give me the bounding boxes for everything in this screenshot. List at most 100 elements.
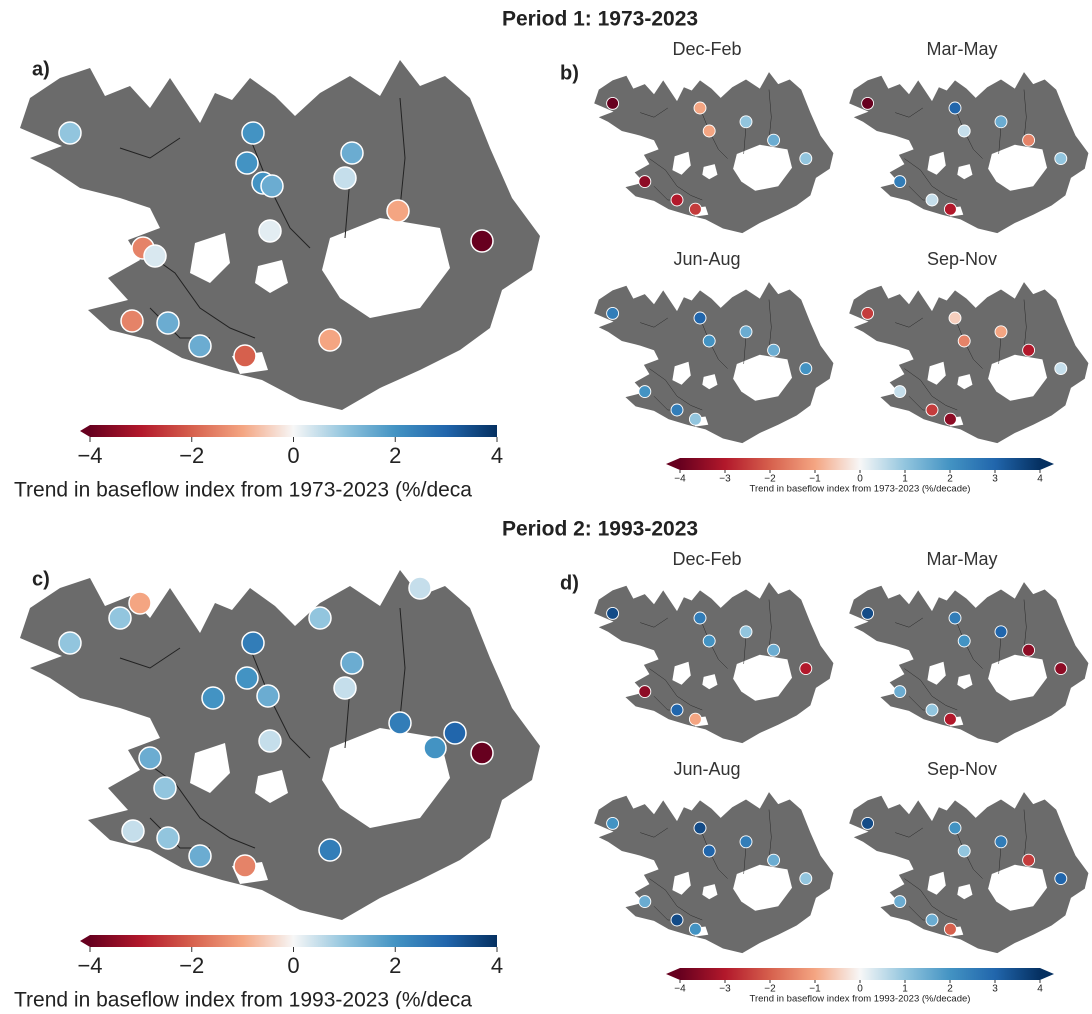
colorbar-tick-label: 4 bbox=[1037, 984, 1043, 995]
colorbar-tick-label: −1 bbox=[809, 474, 821, 485]
map-outline bbox=[848, 281, 1089, 444]
station bbox=[948, 101, 962, 115]
station bbox=[739, 325, 753, 339]
station bbox=[925, 703, 939, 717]
station bbox=[925, 913, 939, 927]
station bbox=[606, 606, 620, 620]
station bbox=[258, 219, 282, 243]
station bbox=[739, 835, 753, 849]
station bbox=[767, 643, 781, 657]
station bbox=[943, 202, 957, 216]
station bbox=[58, 631, 82, 655]
station bbox=[943, 412, 957, 426]
station bbox=[861, 306, 875, 320]
period-title: Period 1: 1973-2023 bbox=[502, 8, 698, 31]
station bbox=[340, 141, 364, 165]
station bbox=[1022, 343, 1036, 357]
station bbox=[957, 844, 971, 858]
colorbar-label: Trend in baseflow index from 1993-2023 (… bbox=[14, 989, 472, 1009]
map bbox=[848, 791, 1089, 954]
station bbox=[994, 625, 1008, 639]
station bbox=[693, 101, 707, 115]
station bbox=[188, 334, 212, 358]
colorbar bbox=[80, 935, 90, 947]
map-outline bbox=[848, 71, 1089, 234]
colorbar-tick-label: −2 bbox=[179, 953, 204, 978]
station bbox=[638, 685, 652, 699]
season-label: Jun-Aug bbox=[673, 759, 740, 779]
colorbar bbox=[666, 968, 680, 980]
station bbox=[470, 229, 494, 253]
station bbox=[188, 844, 212, 868]
panel-label: c) bbox=[32, 568, 50, 590]
colorbar bbox=[80, 425, 90, 437]
station bbox=[702, 844, 716, 858]
station bbox=[702, 634, 716, 648]
station bbox=[670, 403, 684, 417]
station bbox=[333, 166, 357, 190]
colorbar-label: Trend in baseflow index from 1973-2023 (… bbox=[14, 479, 472, 502]
station bbox=[235, 666, 259, 690]
station bbox=[957, 124, 971, 138]
station bbox=[233, 344, 257, 368]
colorbar-label: Trend in baseflow index from 1993-2023 (… bbox=[750, 994, 971, 1005]
station bbox=[638, 385, 652, 399]
station bbox=[1054, 362, 1068, 376]
station bbox=[670, 913, 684, 927]
colorbar-tick-label: −2 bbox=[764, 984, 776, 995]
map bbox=[848, 71, 1089, 234]
station bbox=[861, 816, 875, 830]
station bbox=[925, 403, 939, 417]
station bbox=[443, 721, 467, 745]
map bbox=[848, 281, 1089, 444]
map-outline bbox=[848, 581, 1089, 744]
panel-label: d) bbox=[560, 572, 579, 594]
colorbar bbox=[680, 458, 1040, 470]
station bbox=[994, 835, 1008, 849]
station bbox=[423, 736, 447, 760]
station bbox=[739, 115, 753, 129]
station bbox=[318, 328, 342, 352]
station bbox=[156, 826, 180, 850]
station bbox=[388, 711, 412, 735]
colorbar-tick-label: 2 bbox=[947, 474, 953, 485]
colorbar-tick-label: 0 bbox=[857, 984, 863, 995]
station bbox=[138, 746, 162, 770]
station bbox=[241, 631, 265, 655]
station bbox=[893, 385, 907, 399]
station bbox=[258, 729, 282, 753]
colorbar-tick-label: 1 bbox=[902, 984, 908, 995]
station bbox=[120, 309, 144, 333]
colorbar-tick-label: 1 bbox=[902, 474, 908, 485]
colorbar-tick-label: −4 bbox=[77, 443, 102, 468]
station bbox=[994, 115, 1008, 129]
map bbox=[848, 581, 1089, 744]
map bbox=[593, 581, 834, 744]
colorbar-tick-label: 4 bbox=[491, 443, 503, 468]
colorbar bbox=[1040, 458, 1054, 470]
station bbox=[799, 662, 813, 676]
map-outline bbox=[848, 791, 1089, 954]
colorbar-tick-label: 0 bbox=[287, 953, 299, 978]
station bbox=[153, 776, 177, 800]
station bbox=[702, 124, 716, 138]
station bbox=[1022, 643, 1036, 657]
station bbox=[799, 362, 813, 376]
station bbox=[260, 174, 284, 198]
station bbox=[861, 606, 875, 620]
station bbox=[925, 193, 939, 207]
colorbar-tick-label: −3 bbox=[719, 984, 731, 995]
station bbox=[408, 576, 432, 600]
station bbox=[58, 121, 82, 145]
station bbox=[606, 306, 620, 320]
station bbox=[233, 854, 257, 878]
colorbar-tick-label: 4 bbox=[491, 953, 503, 978]
station bbox=[693, 611, 707, 625]
season-label: Sep-Nov bbox=[927, 759, 997, 779]
colorbar-tick-label: −2 bbox=[179, 443, 204, 468]
station bbox=[121, 819, 145, 843]
station bbox=[893, 895, 907, 909]
season-label: Mar-May bbox=[927, 39, 998, 59]
station bbox=[948, 611, 962, 625]
